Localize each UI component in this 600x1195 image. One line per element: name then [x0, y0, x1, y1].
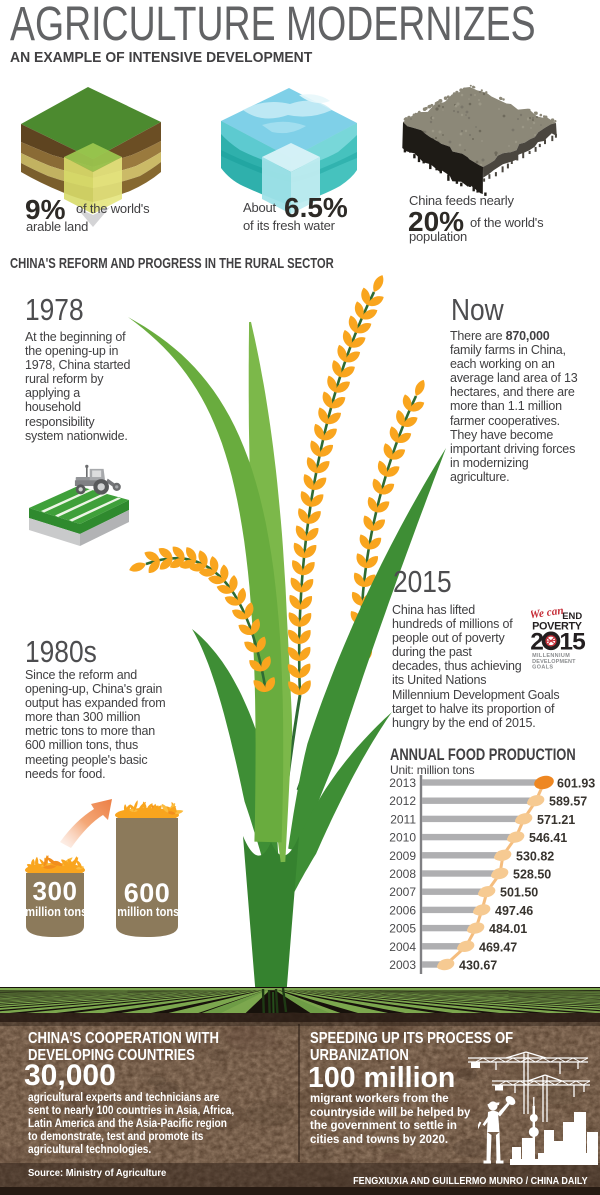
svg-text:2003: 2003: [389, 958, 416, 972]
svg-text:2012: 2012: [389, 794, 416, 808]
svg-text:430.67: 430.67: [459, 959, 497, 973]
svg-text:497.46: 497.46: [495, 904, 533, 918]
svg-text:MILLENNIUM: MILLENNIUM: [532, 653, 570, 659]
svg-text:601.93: 601.93: [557, 777, 595, 791]
svg-text:We can: We can: [531, 606, 564, 621]
svg-text:530.82: 530.82: [516, 849, 554, 863]
svg-text:546.41: 546.41: [529, 831, 567, 845]
svg-text:2013: 2013: [389, 776, 416, 790]
svg-text:GOALS: GOALS: [532, 665, 553, 671]
svg-text:2009: 2009: [389, 849, 416, 863]
svg-text:528.50: 528.50: [513, 868, 551, 882]
svg-text:2005: 2005: [389, 922, 416, 936]
svg-text:571.21: 571.21: [537, 813, 575, 827]
svg-text:2: 2: [531, 628, 544, 655]
svg-text:2008: 2008: [389, 867, 416, 881]
svg-text:DEVELOPMENT: DEVELOPMENT: [532, 659, 576, 665]
svg-text:501.50: 501.50: [500, 886, 538, 900]
svg-text:15: 15: [559, 628, 585, 655]
svg-text:469.47: 469.47: [479, 940, 517, 954]
svg-text:2010: 2010: [389, 831, 416, 845]
svg-text:2006: 2006: [389, 903, 416, 917]
svg-text:POVERTY: POVERTY: [532, 621, 583, 633]
svg-text:END: END: [562, 610, 582, 621]
svg-text:589.57: 589.57: [549, 795, 587, 809]
svg-text:2007: 2007: [389, 885, 416, 899]
svg-text:484.01: 484.01: [489, 922, 527, 936]
svg-text:2011: 2011: [390, 812, 416, 826]
svg-text:2004: 2004: [389, 940, 416, 954]
